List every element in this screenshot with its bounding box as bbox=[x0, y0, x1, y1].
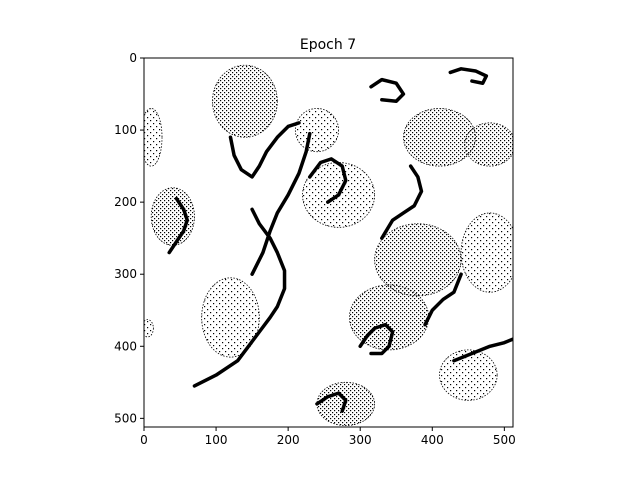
y-tick-label: 100 bbox=[114, 123, 137, 137]
stroke-bottom-left-hook bbox=[315, 391, 348, 413]
x-tick-label: 500 bbox=[493, 433, 516, 447]
stroke-right-mid-contour bbox=[380, 164, 424, 240]
x-tick-label: 300 bbox=[349, 433, 372, 447]
blob-left-edge-lower bbox=[144, 319, 154, 338]
heatmap-image bbox=[144, 64, 513, 426]
plot-frame bbox=[143, 57, 514, 428]
y-tick-label: 200 bbox=[114, 195, 137, 209]
blob-left-lower bbox=[201, 277, 260, 358]
stroke-upper-center-hook bbox=[308, 157, 348, 204]
blob-center-right bbox=[374, 223, 462, 297]
x-tick-label: 100 bbox=[205, 433, 228, 447]
x-tick-label: 0 bbox=[140, 433, 148, 447]
blob-top-left-cluster bbox=[212, 64, 278, 138]
stroke-center-ridge bbox=[250, 131, 312, 276]
stroke-top-right-blob bbox=[448, 67, 489, 85]
blob-top-middle bbox=[294, 108, 339, 153]
stroke-upper-left-curve bbox=[228, 121, 301, 179]
stroke-left-diagonal-contour bbox=[192, 207, 287, 388]
chart-title: Epoch 7 bbox=[300, 37, 356, 53]
x-tick-label: 200 bbox=[277, 433, 300, 447]
stroke-left-small-arc bbox=[167, 196, 189, 255]
blob-left-edge bbox=[144, 108, 163, 167]
x-axis: 0 100 200 300 400 500 bbox=[140, 427, 516, 447]
y-tick-label: 300 bbox=[114, 267, 137, 281]
blob-upper-right-region bbox=[403, 108, 476, 167]
stroke-lower-center-loop bbox=[358, 322, 395, 356]
blob-right-edge-mid bbox=[460, 212, 513, 293]
stroke-lower-right-arc bbox=[423, 272, 463, 327]
x-tick-label: 400 bbox=[421, 433, 444, 447]
stroke-top-center-oval bbox=[369, 77, 406, 103]
y-tick-label: 500 bbox=[114, 411, 137, 425]
y-tick-label: 0 bbox=[129, 51, 137, 65]
blob-bottom-right bbox=[439, 349, 498, 401]
blob-left-mid bbox=[150, 187, 195, 246]
y-tick-label: 400 bbox=[114, 339, 137, 353]
y-axis: 0 100 200 300 400 500 bbox=[114, 51, 144, 425]
stroke-bottom-right-stroke bbox=[452, 337, 513, 363]
